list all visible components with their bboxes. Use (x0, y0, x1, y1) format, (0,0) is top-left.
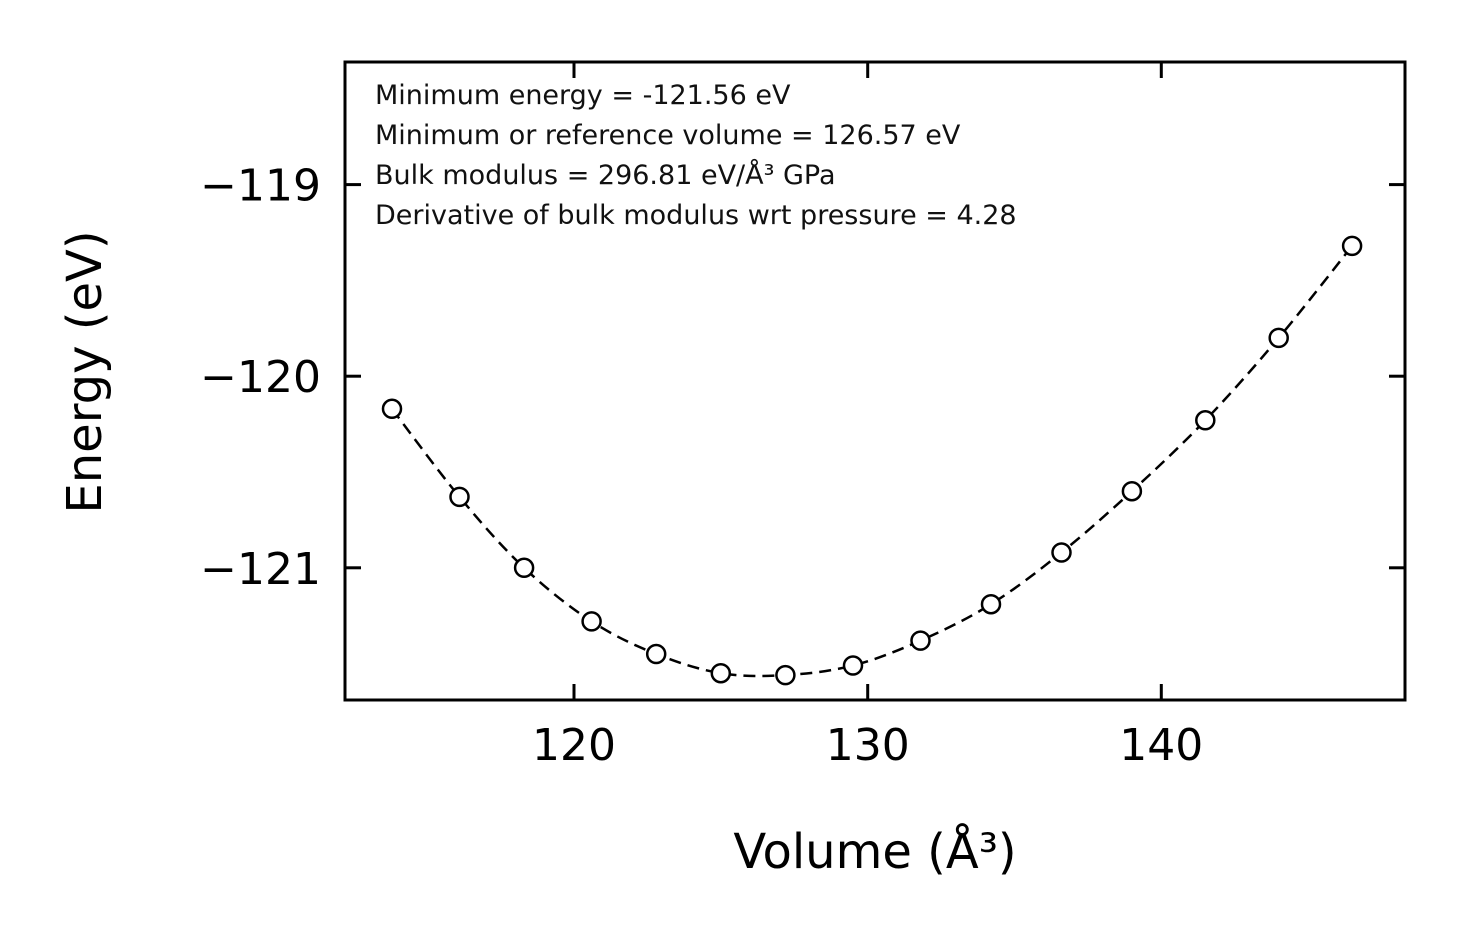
data-point-marker (1121, 480, 1143, 502)
data-point-marker (1268, 327, 1289, 349)
x-tick-label: 140 (1119, 720, 1203, 771)
y-axis-label: Energy (eV) (57, 230, 113, 514)
data-point-marker (1341, 235, 1363, 257)
annotation-line-min-energy: Minimum energy = -121.56 eV (375, 80, 791, 111)
y-tick-label: −120 (200, 352, 321, 403)
plot-frame (343, 60, 1407, 702)
data-point-marker (381, 398, 403, 420)
data-point-marker (645, 643, 667, 665)
data-point-markers (381, 235, 1363, 686)
data-point-marker (581, 611, 602, 632)
y-tick-label: −121 (200, 544, 321, 595)
x-axis-ticks: 120 130 140 (532, 62, 1203, 771)
data-point-marker (513, 557, 535, 579)
fit-curve (391, 245, 1354, 678)
data-point-marker (775, 664, 796, 686)
data-point-marker (910, 630, 931, 651)
data-point-marker (710, 662, 732, 684)
data-point-marker (1051, 542, 1072, 563)
y-axis-ticks: −119 −120 −121 (200, 161, 1405, 595)
data-point-marker (449, 486, 470, 508)
annotation-line-min-volume: Minimum or reference volume = 126.57 eV (375, 120, 961, 151)
x-tick-label: 130 (826, 720, 910, 771)
annotation-line-bm-derivative: Derivative of bulk modulus wrt pressure … (375, 200, 1017, 231)
x-tick-label: 120 (532, 720, 616, 771)
data-point-marker (842, 655, 864, 676)
y-tick-label: −119 (200, 161, 321, 212)
data-point-marker (980, 593, 1002, 615)
x-axis-label: Volume (Å³) (733, 824, 1017, 880)
data-point-marker (1195, 410, 1216, 431)
fit-results-annotation: Minimum energy = -121.56 eV Minimum or r… (375, 76, 1017, 236)
annotation-line-bulk-modulus: Bulk modulus = 296.81 eV/Å³ GPa (375, 160, 836, 191)
